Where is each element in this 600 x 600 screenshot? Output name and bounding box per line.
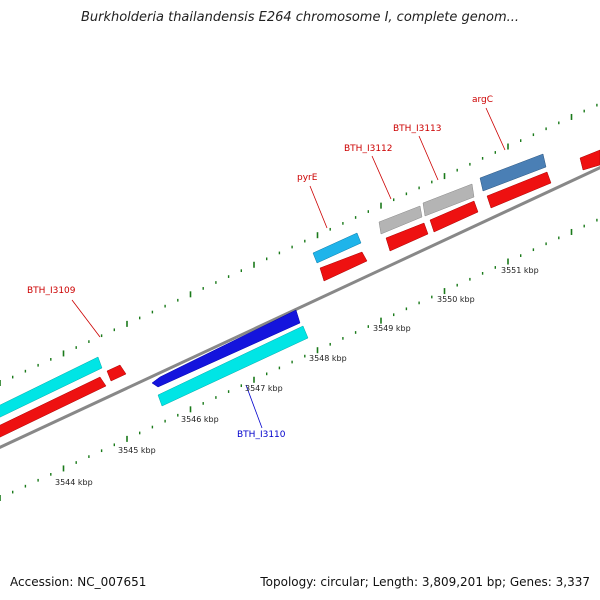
gene-label-pyre[interactable]: pyrE (297, 173, 318, 183)
label-leaders (71, 107, 506, 429)
kbp-label: 3550 kbp (437, 295, 475, 304)
gene-features[interactable] (0, 149, 600, 442)
gene-cds-left-red[interactable] (0, 376, 107, 442)
gene-label-argc[interactable]: argC (472, 95, 493, 105)
gene-bth-i3113-red[interactable] (429, 200, 479, 233)
gene-label-bth-i3109[interactable]: BTH_I3109 (27, 286, 76, 296)
gene-argc-red[interactable] (486, 171, 552, 209)
map-title: Burkholderia thailandensis E264 chromoso… (80, 10, 520, 25)
kbp-label: 3547 kbp (245, 384, 283, 393)
genome-backbone (0, 166, 600, 449)
gene-bth-i3113[interactable] (422, 183, 475, 217)
gene-label-bth-i3112[interactable]: BTH_I3112 (344, 144, 393, 154)
kbp-label: 3546 kbp (181, 415, 219, 424)
kbp-labels: 3544 kbp 3545 kbp 3546 kbp 3547 kbp 3548… (55, 266, 539, 487)
gene-bth-i3112-red[interactable] (385, 222, 429, 252)
kbp-label: 3545 kbp (118, 446, 156, 455)
gene-small-red-arrow[interactable] (106, 364, 127, 382)
gene-bth-i3110[interactable] (151, 309, 301, 388)
gene-label-bth-i3113[interactable]: BTH_I3113 (393, 124, 442, 134)
gene-pyre-red[interactable] (319, 251, 368, 282)
tick-marks (0, 103, 598, 501)
kbp-label: 3549 kbp (373, 324, 411, 333)
gene-labels: BTH_I3109 BTH_I3110 pyrE BTH_I3112 BTH_I… (27, 95, 493, 440)
gene-bth-i3112[interactable] (378, 205, 423, 235)
gene-bth-i3110-cyan[interactable] (157, 325, 309, 407)
accession-text: Accession: NC_007651 (10, 575, 147, 589)
gene-bth-i3109-cyan[interactable] (0, 356, 103, 422)
gene-argc[interactable] (479, 153, 547, 192)
topology-summary: Topology: circular; Length: 3,809,201 bp… (260, 575, 590, 589)
kbp-label: 3551 kbp (501, 266, 539, 275)
kbp-label: 3548 kbp (309, 354, 347, 363)
gene-pyre[interactable] (312, 232, 362, 264)
gene-right-edge-red[interactable] (579, 149, 600, 171)
gene-label-bth-i3110[interactable]: BTH_I3110 (237, 430, 286, 440)
kbp-label: 3544 kbp (55, 478, 93, 487)
